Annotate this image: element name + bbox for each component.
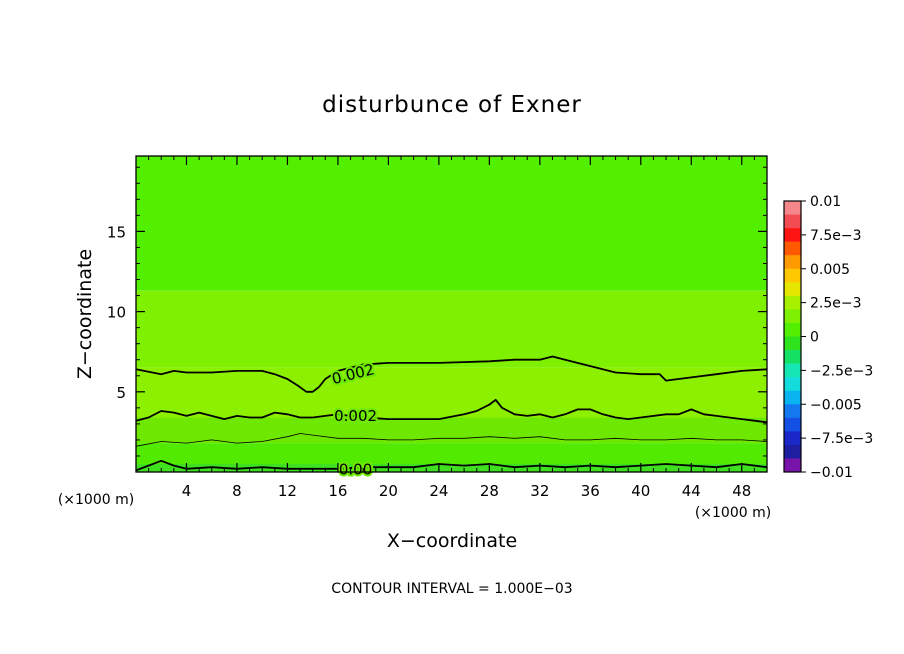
colorbar-level-5 <box>784 255 801 270</box>
colorbar-tick-label: 0.005 <box>810 262 850 278</box>
colorbar-level-7 <box>784 282 801 297</box>
colorbar-level-17 <box>784 417 801 432</box>
contour-label-2: 0.002 <box>334 407 377 425</box>
colorbar-tick-label: 7.5e−3 <box>810 228 862 244</box>
colorbar-level-10 <box>784 322 801 337</box>
x-tick-label: 36 <box>581 482 600 500</box>
colorbar-tick-label: −0.005 <box>810 397 862 413</box>
plot-bands <box>136 156 767 472</box>
colorbar-tick-label: 2.5e−3 <box>810 296 862 312</box>
colorbar-tick-label: 0 <box>810 330 819 346</box>
colorbar-level-18 <box>784 431 801 446</box>
x-tick-label: 48 <box>732 482 751 500</box>
contour-line-3 <box>135 433 768 447</box>
x-tick-label: 8 <box>232 482 242 500</box>
x-tick-label: 32 <box>530 482 549 500</box>
band-yellowgreen-upper <box>136 290 767 368</box>
y-tick-label: 15 <box>107 223 126 241</box>
colorbar-level-13 <box>784 363 801 378</box>
colorbar-level-3 <box>784 228 801 242</box>
colorbar-level-16 <box>784 404 801 419</box>
colorbar-level-8 <box>784 295 801 310</box>
colorbar-tick-label: −0.01 <box>810 465 853 481</box>
colorbar-level-1 <box>784 201 801 215</box>
band-green-top <box>136 156 767 291</box>
x-axis-label: X−coordinate <box>387 530 517 552</box>
colorbar <box>783 200 802 473</box>
x-tick-label: 28 <box>480 482 499 500</box>
contour-label-4: 0.00 <box>339 461 372 479</box>
y-axis-label: Z−coordinate <box>74 249 96 379</box>
x-tick-label: 44 <box>682 482 701 500</box>
y-axis-ticks: 5 10 15 <box>107 166 767 457</box>
y-tick-label: 10 <box>107 304 126 322</box>
contour-interval-note: CONTOUR INTERVAL = 1.000E−03 <box>331 581 572 597</box>
colorbar-tick-label: −2.5e−3 <box>810 363 873 379</box>
colorbar-tick-label: 0.01 <box>810 194 841 210</box>
colorbar-level-2 <box>784 214 801 229</box>
x-tick-label: 40 <box>631 482 650 500</box>
chart-title: disturbunce of Exner <box>322 92 582 118</box>
x-unit-right: (×1000 m) <box>695 505 771 521</box>
x-axis-ticks: 4 8 12 16 20 24 28 32 36 40 44 48 <box>148 156 755 500</box>
x-tick-label: 20 <box>379 482 398 500</box>
band-green-near-surface <box>136 443 767 464</box>
colorbar-level-4 <box>784 241 801 256</box>
contour-line-4 <box>135 459 768 472</box>
colorbar-level-11 <box>784 336 801 351</box>
contour-line-2 <box>135 398 768 424</box>
contour-lines <box>135 355 768 472</box>
x-tick-label: 12 <box>278 482 297 500</box>
y-tick-label: 5 <box>116 384 126 402</box>
colorbar-level-19 <box>784 444 801 459</box>
band-lime-mid <box>136 367 767 418</box>
x-unit-left: (×1000 m) <box>58 492 134 508</box>
x-tick-label: 16 <box>328 482 347 500</box>
colorbar-tick-label: −7.5e−3 <box>810 431 873 447</box>
x-tick-label: 24 <box>429 482 448 500</box>
colorbar-labels: 0.01 7.5e−3 0.005 2.5e−3 0 −2.5e−3 −0.005 −7.5e… <box>801 194 873 481</box>
colorbar-level-6 <box>784 268 801 283</box>
band-green-surface <box>136 463 767 472</box>
contour-line-1 <box>135 355 768 393</box>
colorbar-level-15 <box>784 390 801 405</box>
x-tick-label: 4 <box>182 482 192 500</box>
colorbar-level-20 <box>784 458 801 473</box>
band-green-lower <box>136 417 767 444</box>
colorbar-level-14 <box>784 377 801 391</box>
colorbar-level-12 <box>784 350 801 364</box>
colorbar-level-9 <box>784 309 801 324</box>
